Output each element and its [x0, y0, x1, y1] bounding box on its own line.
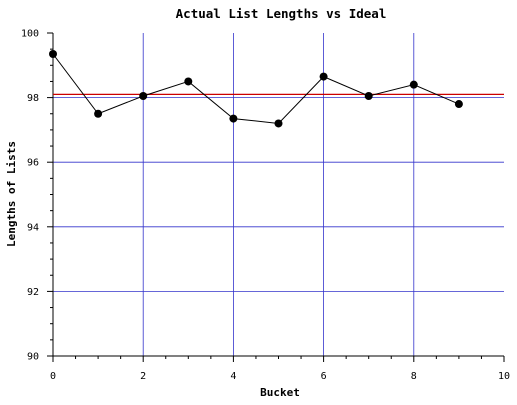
axes	[52, 33, 504, 357]
data-point-5	[274, 119, 283, 128]
ticks: 0 2 4 6 8 10 90 92 94 96 98 100	[21, 29, 510, 383]
y-tick-label-1: 92	[27, 287, 39, 298]
series-line-0	[52, 53, 460, 124]
x-axis-label: Bucket	[260, 386, 300, 399]
x-tick-label-4: 8	[411, 371, 417, 382]
x-tick-label-0: 0	[50, 371, 56, 382]
chart-title: Actual List Lengths vs Ideal	[176, 6, 387, 21]
data-point-4	[229, 114, 238, 123]
y-tick-label-0: 90	[27, 352, 39, 363]
data-point-7	[364, 91, 373, 100]
y-tick-label-5: 100	[21, 29, 39, 40]
data-point-6	[319, 72, 328, 81]
data-point-1	[94, 109, 103, 118]
y-tick-label-2: 94	[27, 222, 39, 233]
x-tick-label-3: 6	[321, 371, 327, 382]
series	[49, 49, 504, 128]
y-tick-label-4: 98	[27, 93, 39, 104]
x-tick-label-5: 10	[498, 371, 510, 382]
y-axis-label: Lengths of Lists	[5, 141, 18, 247]
x-tick-label-1: 2	[140, 371, 146, 382]
grid	[53, 33, 504, 356]
y-tick-label-3: 96	[27, 158, 39, 169]
data-point-8	[409, 80, 418, 89]
data-point-2	[139, 91, 148, 100]
data-point-3	[184, 77, 193, 86]
data-point-9	[454, 100, 463, 109]
data-point-0	[49, 49, 57, 58]
x-tick-label-2: 4	[230, 371, 236, 382]
